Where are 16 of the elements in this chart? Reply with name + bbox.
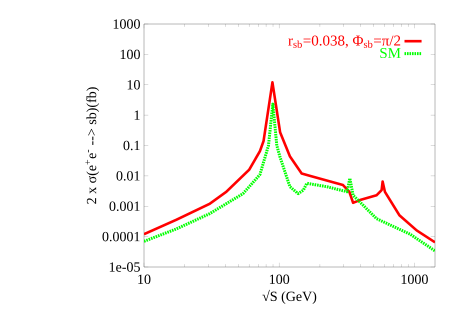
y-axis-title: 2 x σ(e$^{+}$e$^{-}$ --> sb)(fb)	[85, 87, 100, 204]
legend-label: SM	[380, 48, 401, 58]
y-tick-label: 1e-05	[110, 262, 140, 272]
x-tick-label: 100	[270, 274, 290, 284]
y-tick-label: 0.001	[110, 201, 140, 212]
y-tick-label: 0.0001	[102, 232, 140, 242]
legend-label: r$_{sb}$=0.038, Φ$_{sb}$=π/2	[288, 35, 400, 48]
y-tick-label: 0.1	[124, 140, 140, 150]
y-tick-label: 1000	[114, 19, 140, 29]
x-tick-label: 1000	[402, 274, 428, 284]
y-tick-label: 0.01	[116, 171, 140, 181]
y-tick-label: 1	[134, 110, 140, 120]
y-tick-label: 100	[120, 50, 140, 60]
x-axis-title: √S (GeV)	[262, 290, 316, 304]
x-tick-label: 10	[138, 274, 150, 284]
y-tick-label: 10	[128, 80, 140, 90]
